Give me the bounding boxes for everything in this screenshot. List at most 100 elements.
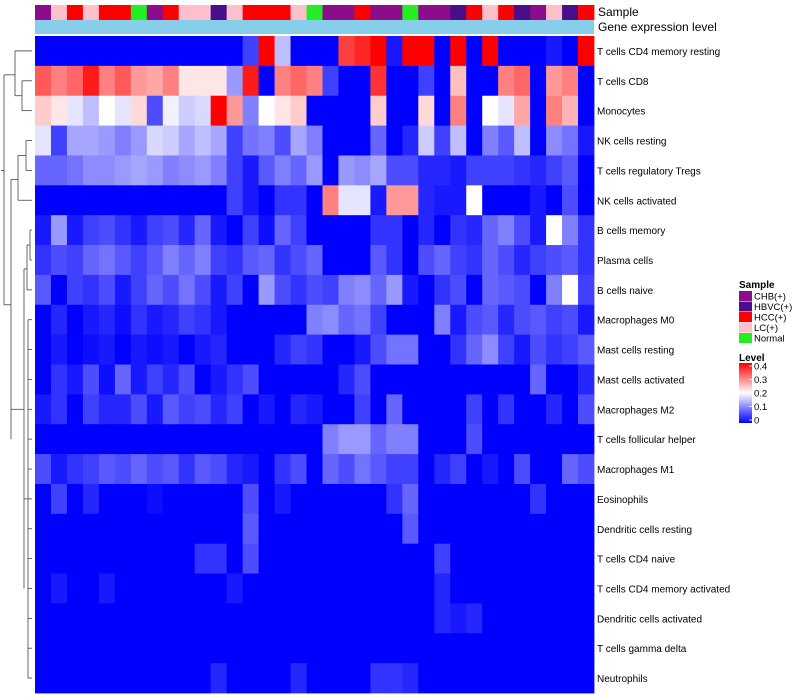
- heatmap-cell: [546, 633, 563, 664]
- heatmap-cell: [322, 543, 339, 574]
- heatmap-cell: [498, 454, 515, 485]
- row-label: Macrophages M1: [597, 465, 675, 476]
- heatmap-cell: [66, 454, 84, 485]
- heatmap-cell: [226, 215, 244, 246]
- heatmap-cell: [450, 155, 467, 186]
- heatmap-cell: [50, 513, 68, 545]
- heatmap-cell: [50, 304, 68, 336]
- heatmap-cell: [322, 185, 339, 216]
- heatmap-cell: [482, 274, 499, 306]
- sample-annotation-cell: [50, 5, 68, 20]
- heatmap-cell: [290, 454, 307, 485]
- heatmap-cell: [226, 633, 244, 664]
- heatmap-cell: [290, 334, 307, 365]
- row-label: T cells gamma delta: [597, 644, 687, 655]
- heatmap-cell: [418, 483, 435, 515]
- heatmap-cell: [578, 155, 595, 186]
- heatmap-cell: [35, 125, 52, 156]
- heatmap-cell: [530, 483, 547, 515]
- sample-annotation-cell: [386, 5, 403, 20]
- heatmap-cell: [35, 573, 52, 604]
- heatmap-cell: [434, 215, 451, 246]
- heatmap-cell: [434, 394, 451, 425]
- heatmap-cell: [178, 65, 196, 97]
- heatmap-cell: [35, 454, 52, 485]
- heatmap-cell: [306, 245, 323, 276]
- heatmap-cell: [226, 483, 244, 515]
- heatmap-cell: [50, 483, 68, 515]
- heatmap-cell: [242, 274, 259, 306]
- heatmap-cell: [242, 483, 259, 515]
- heatmap-cell: [210, 394, 228, 425]
- heatmap-cell: [274, 603, 291, 634]
- heatmap-cell: [82, 215, 100, 246]
- heatmap-cell: [546, 274, 563, 306]
- heatmap-cell: [274, 125, 291, 156]
- heatmap-cell: [578, 394, 595, 425]
- heatmap-cell: [66, 125, 84, 156]
- heatmap-cell: [50, 394, 68, 425]
- heatmap-cell: [82, 364, 100, 395]
- heatmap-cell: [242, 65, 259, 97]
- heatmap-cell: [370, 245, 387, 276]
- heatmap-cell: [146, 36, 164, 67]
- heatmap-cell: [114, 513, 132, 545]
- sample-annotation-cell: [178, 5, 196, 20]
- heatmap-cell: [546, 394, 563, 425]
- heatmap-cell: [258, 274, 275, 306]
- heatmap-cell: [306, 334, 323, 365]
- heatmap-cell: [466, 65, 483, 97]
- heatmap-cell: [338, 483, 355, 515]
- heatmap-cell: [258, 155, 275, 186]
- heatmap-cell: [98, 125, 116, 156]
- heatmap-cell: [386, 364, 403, 395]
- heatmap-cell: [498, 364, 515, 395]
- heatmap-cell: [242, 454, 259, 485]
- heatmap-cell: [578, 483, 595, 515]
- heatmap-cell: [258, 245, 275, 276]
- level-colorbar: [739, 363, 752, 423]
- heatmap-cell: [578, 603, 595, 634]
- heatmap-cell: [290, 543, 307, 574]
- heatmap-cell: [35, 394, 52, 425]
- heatmap-cell: [482, 65, 499, 97]
- heatmap-cell: [418, 394, 435, 425]
- heatmap-cell: [370, 573, 387, 604]
- sample-annotation-cell: [258, 5, 275, 20]
- heatmap-cell: [450, 633, 467, 664]
- heatmap-cell: [242, 513, 259, 545]
- heatmap-cell: [402, 633, 419, 664]
- heatmap-cell: [210, 573, 228, 604]
- heatmap-cell: [386, 483, 403, 515]
- heatmap-cell: [178, 245, 196, 276]
- heatmap-cell: [322, 573, 339, 604]
- heatmap-cell: [498, 304, 515, 336]
- heatmap-cell: [338, 95, 355, 126]
- heatmap-cell: [66, 155, 84, 186]
- row-label: Dendritic cells resting: [597, 525, 692, 536]
- heatmap-cell: [50, 215, 68, 246]
- sample-annotation-cell: [418, 5, 435, 20]
- heatmap-cell: [562, 245, 579, 276]
- heatmap-cell: [242, 125, 259, 156]
- heatmap-cell: [514, 603, 531, 634]
- heatmap-cell: [274, 65, 291, 97]
- heatmap-cell: [162, 573, 180, 604]
- sample-annotation-cell: [338, 5, 355, 20]
- heatmap-cell: [578, 543, 595, 574]
- heatmap-cell: [354, 36, 371, 67]
- legend: Sample CHB(+)HBVC(+)HCC(+)LC(+)Normal Le…: [739, 280, 792, 427]
- heatmap-cell: [210, 483, 228, 515]
- heatmap-cell: [498, 513, 515, 545]
- row-label: B cells memory: [597, 226, 665, 237]
- level-tick-label: 0: [754, 416, 759, 427]
- sample-annotation-cell: [530, 5, 547, 20]
- expression-annotation-label: Gene expression level: [598, 20, 717, 34]
- heatmap-cell: [370, 663, 387, 694]
- heatmap-cell: [546, 543, 563, 574]
- sample-annotation-cell: [322, 5, 339, 20]
- heatmap-cell: [178, 36, 196, 67]
- heatmap-cell: [226, 334, 244, 365]
- heatmap-cell: [450, 304, 467, 336]
- heatmap-cell: [274, 304, 291, 336]
